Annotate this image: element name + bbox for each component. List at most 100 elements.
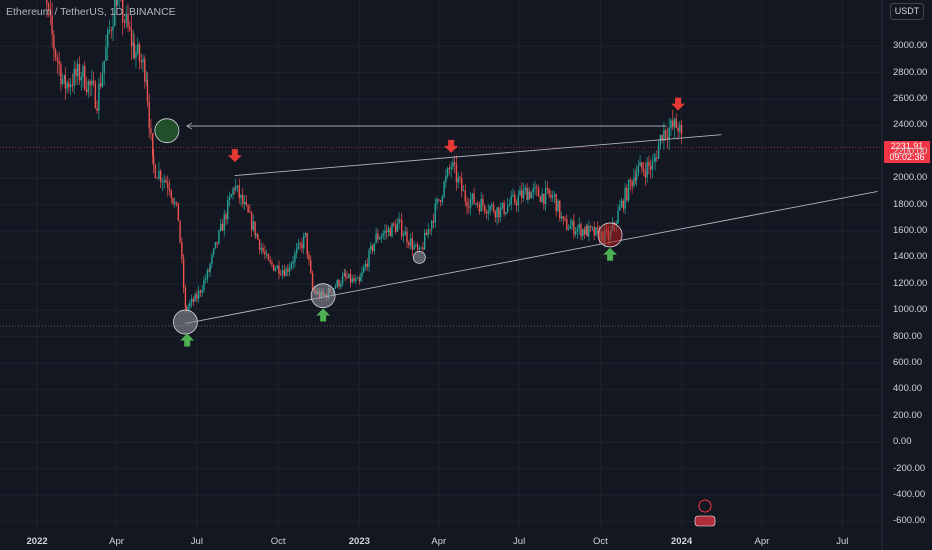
price-tick-label: 2000.00 (893, 172, 928, 184)
candle-body (159, 170, 162, 182)
candle-body (76, 63, 79, 77)
candle-body (68, 82, 70, 88)
candle-body (276, 265, 278, 269)
time-tick-label: 2024 (671, 536, 693, 547)
currency-button[interactable]: USDT (890, 3, 924, 20)
candle-body (566, 219, 568, 230)
candle-body (567, 229, 570, 230)
candle-body (174, 202, 176, 204)
candle-body (94, 83, 97, 108)
candle-body (471, 193, 474, 200)
candle-body (130, 29, 133, 47)
candle-body (177, 203, 180, 221)
candle-body (448, 168, 451, 170)
candle-body (82, 65, 84, 77)
candle-body (267, 253, 270, 261)
candle-body (564, 219, 566, 220)
interval-label[interactable]: 1D (109, 6, 124, 18)
candle-body (639, 162, 641, 167)
candle-body (466, 201, 468, 207)
candle-body (519, 190, 521, 196)
candle-body (464, 190, 466, 202)
candle-body (515, 202, 518, 206)
candle-body (398, 219, 400, 224)
candle-body (80, 76, 82, 81)
candle-body (382, 233, 384, 237)
candle-body (156, 177, 158, 179)
candle-body (588, 225, 590, 237)
candle-body (205, 278, 207, 281)
candle-body (452, 162, 454, 167)
candle-body (258, 239, 261, 250)
candle-body (551, 195, 554, 198)
candle-body (387, 228, 390, 233)
candle-body (66, 82, 68, 89)
candle-body (445, 175, 447, 183)
candle-body (633, 177, 635, 187)
candle-body (87, 81, 89, 93)
candle-body (651, 161, 654, 170)
candle-body (589, 225, 592, 228)
candle-body (544, 187, 547, 205)
candle-body (99, 83, 102, 87)
candle-body (534, 187, 536, 189)
candle-body (517, 195, 519, 206)
candle-body (343, 272, 346, 276)
down-arrow (671, 97, 686, 111)
candle-body (368, 249, 370, 267)
candle-body (142, 59, 144, 63)
candle-body (192, 298, 195, 302)
candle-body (416, 244, 419, 250)
candle-body (666, 136, 669, 140)
candle-body (361, 272, 363, 277)
candle-body (642, 168, 645, 172)
annotations (154, 97, 878, 527)
candle-body (522, 189, 525, 199)
candle-body (288, 267, 291, 272)
candle-body (252, 221, 255, 230)
candle-body (269, 260, 271, 262)
candle-body (336, 280, 338, 287)
candle-body (664, 129, 667, 137)
candle-body (145, 80, 148, 82)
candle-body (574, 231, 577, 235)
candle-body (214, 241, 217, 249)
candle-body (146, 80, 149, 103)
candle-body (559, 200, 561, 219)
candle-body (644, 171, 647, 178)
candle-body (105, 47, 107, 61)
time-tick-label: Apr (754, 536, 770, 547)
candle-body (303, 236, 305, 249)
candle-body (69, 84, 72, 88)
candle-body (446, 168, 449, 176)
candle-body (418, 248, 421, 250)
candle-body (539, 196, 542, 202)
candle-body (125, 13, 127, 23)
candle-body (377, 233, 379, 240)
candle-body (242, 195, 244, 205)
candle-body (637, 166, 640, 174)
candle-body (593, 227, 595, 236)
candle-body (292, 261, 294, 264)
candle-body (84, 65, 86, 90)
candle-body (127, 13, 129, 27)
candle-body (438, 199, 440, 201)
candle-body (53, 34, 55, 50)
candle-body (310, 260, 312, 273)
candle-body (349, 273, 352, 283)
candle-body (384, 230, 386, 234)
candle-body (189, 302, 191, 307)
candle-body (278, 265, 280, 275)
time-tick-label: 2023 (348, 536, 370, 547)
candle-body (629, 179, 632, 182)
candle-body (308, 254, 310, 261)
symbol-name[interactable]: Ethereum / TetherUS (6, 6, 104, 18)
candle-body (580, 224, 582, 237)
candle-body (257, 234, 259, 240)
candle-body (138, 44, 141, 61)
candle-body (179, 220, 181, 243)
candle-body (206, 269, 209, 279)
candle-body (498, 207, 500, 218)
